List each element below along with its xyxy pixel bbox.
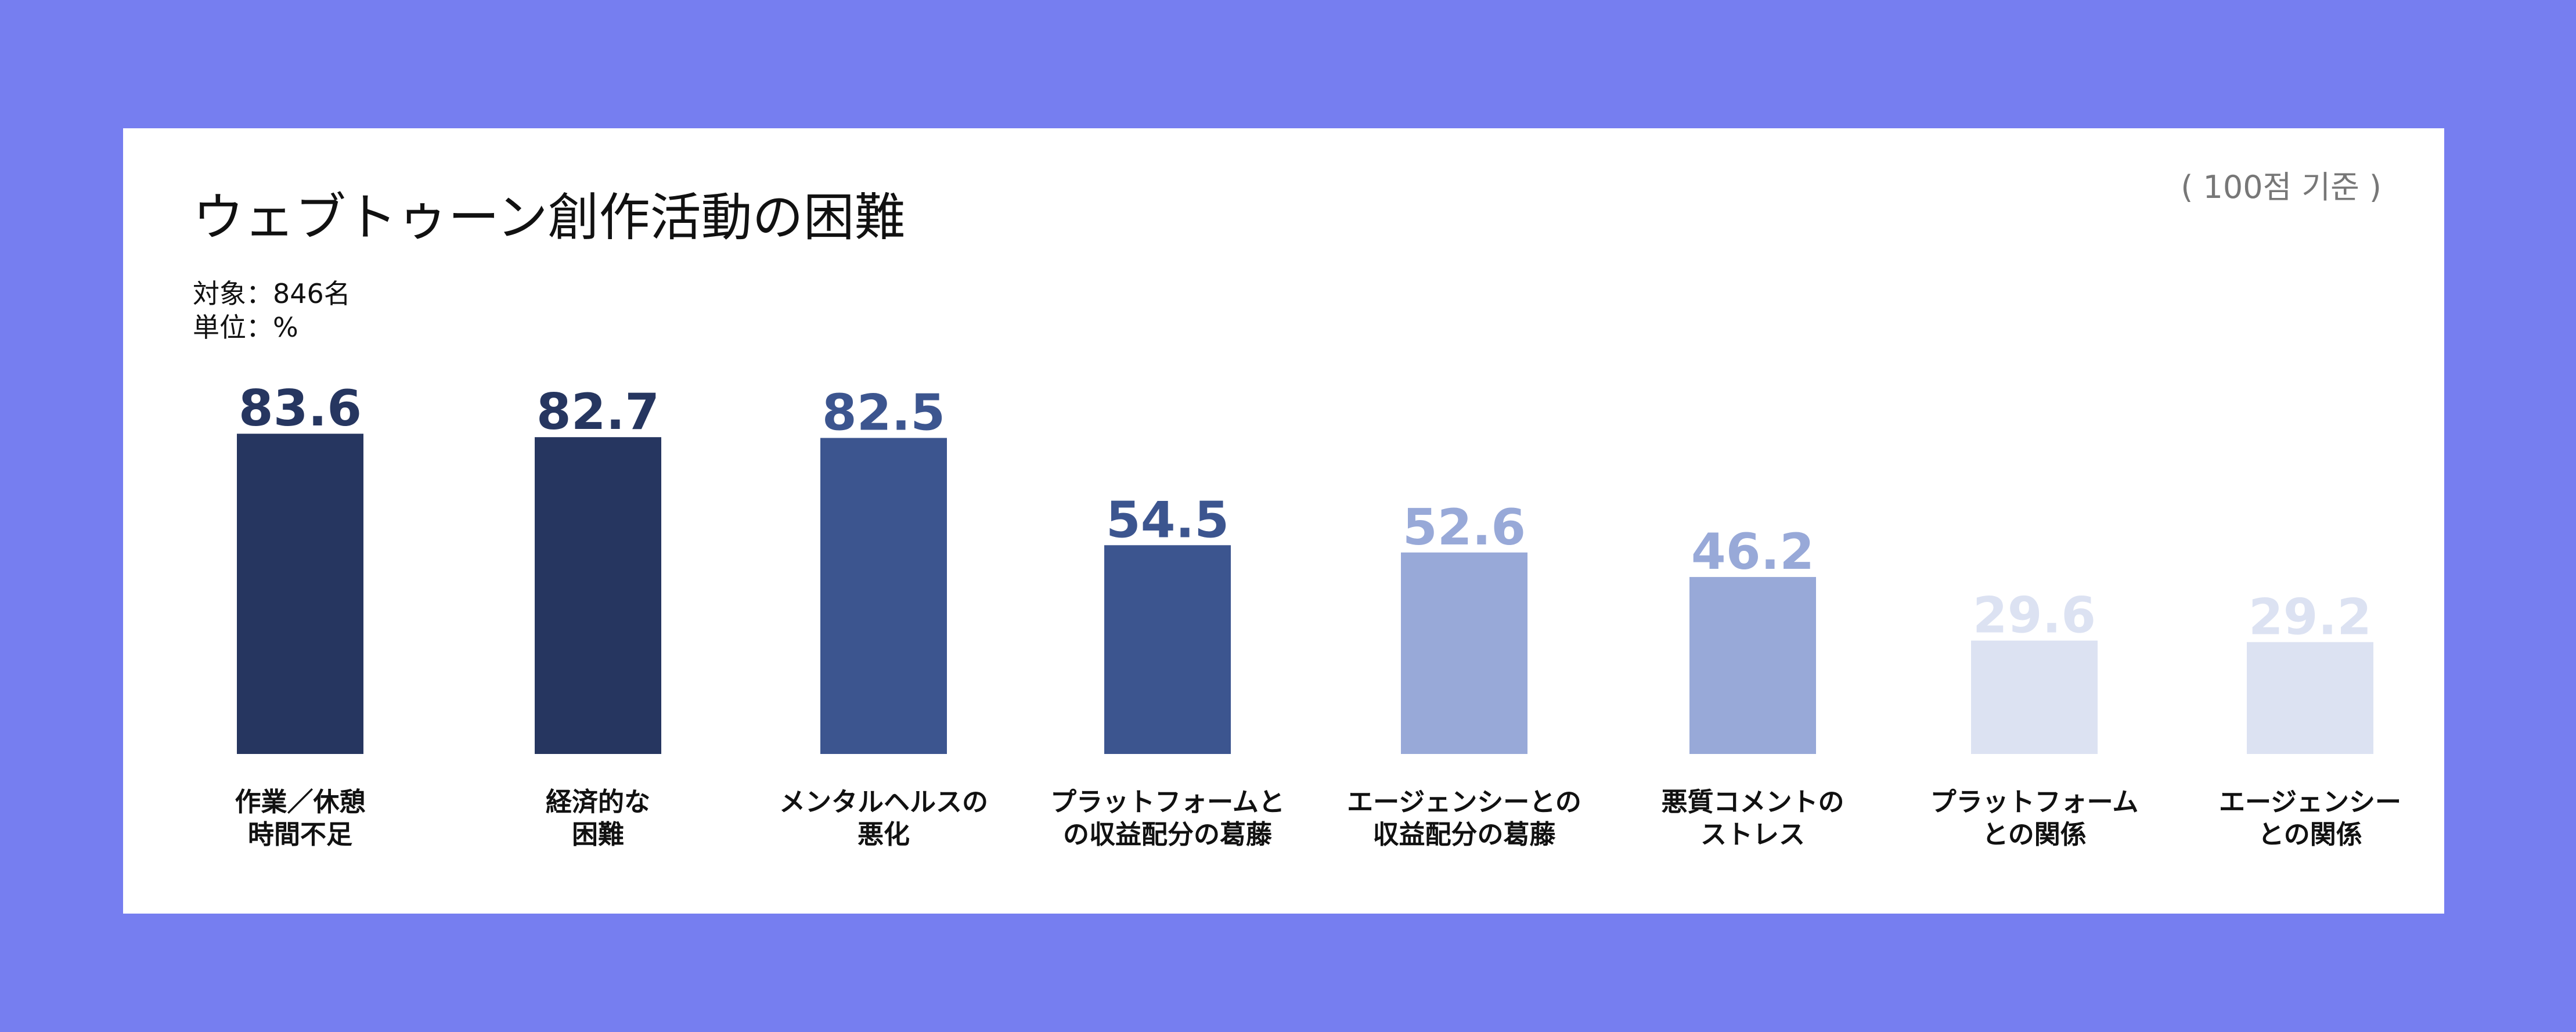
unit-label: 単位：% bbox=[193, 312, 298, 343]
category-label-line: エージェンシー bbox=[2219, 786, 2401, 817]
bar bbox=[237, 434, 363, 754]
category-label-line: 困難 bbox=[572, 819, 624, 850]
category-label-line: 時間不足 bbox=[248, 819, 352, 850]
chart-title: ウェブトゥーン創作活動の困難 bbox=[193, 187, 906, 247]
category-label-line: 経済的な bbox=[546, 786, 650, 817]
respondent-count: 対象：846名 bbox=[193, 278, 351, 309]
category-label: メンタルヘルスの悪化 bbox=[779, 786, 988, 850]
category-label-line: 作業／休憩 bbox=[235, 786, 365, 817]
category-label: エージェンシーとの関係 bbox=[2219, 786, 2401, 850]
bar bbox=[1104, 545, 1231, 754]
category-label-line: との関係 bbox=[1982, 819, 2087, 850]
bar-value-label: 54.5 bbox=[1106, 491, 1229, 549]
category-label-line: プラットフォームと bbox=[1050, 786, 1285, 817]
bar-value-label: 46.2 bbox=[1691, 523, 1814, 581]
category-label-line: メンタルヘルスの bbox=[779, 786, 988, 817]
category-label-line: 悪化 bbox=[858, 819, 910, 850]
category-label-line: との関係 bbox=[2258, 819, 2362, 850]
bar bbox=[2247, 642, 2373, 754]
category-label-line: 収益配分の葛藤 bbox=[1372, 819, 1555, 850]
bar-value-label: 82.5 bbox=[822, 384, 945, 442]
category-label-line: の収益配分の葛藤 bbox=[1063, 819, 1272, 850]
bar-value-label: 82.7 bbox=[536, 383, 660, 441]
bar bbox=[820, 438, 947, 754]
category-label: 悪質コメントのストレス bbox=[1661, 786, 1844, 850]
category-label: 経済的な困難 bbox=[546, 786, 650, 850]
category-label: エージェンシーとの収益配分の葛藤 bbox=[1347, 786, 1581, 850]
bar bbox=[1401, 552, 1527, 754]
bar-value-label: 52.6 bbox=[1403, 499, 1526, 557]
category-label: プラットフォームとの収益配分の葛藤 bbox=[1050, 786, 1285, 850]
score-basis-label: ( 100점 기준 ) bbox=[2181, 169, 2382, 205]
category-label-line: 悪質コメントの bbox=[1661, 786, 1844, 817]
category-label-line: プラットフォーム bbox=[1930, 786, 2139, 817]
bar bbox=[535, 437, 661, 754]
category-label-line: エージェンシーとの bbox=[1347, 786, 1581, 817]
category-label: 作業／休憩時間不足 bbox=[235, 786, 365, 850]
bar-value-label: 29.2 bbox=[2249, 588, 2372, 646]
category-label: プラットフォームとの関係 bbox=[1930, 786, 2139, 850]
bar-value-label: 29.6 bbox=[1973, 587, 2096, 645]
bar-chart: 83.6 作業／休憩時間不足 82.7 経済的な困難 82.5 メンタルヘルスの悪化 54.… bbox=[235, 380, 2401, 850]
bar-value-label: 83.6 bbox=[239, 380, 362, 438]
category-label-line: ストレス bbox=[1700, 819, 1805, 850]
bar bbox=[1971, 640, 2098, 754]
chart-card: ウェブトゥーン創作活動の困難 対象：846名 単位：% ( 100점 기준 ) … bbox=[123, 128, 2444, 914]
bar bbox=[1689, 577, 1816, 754]
